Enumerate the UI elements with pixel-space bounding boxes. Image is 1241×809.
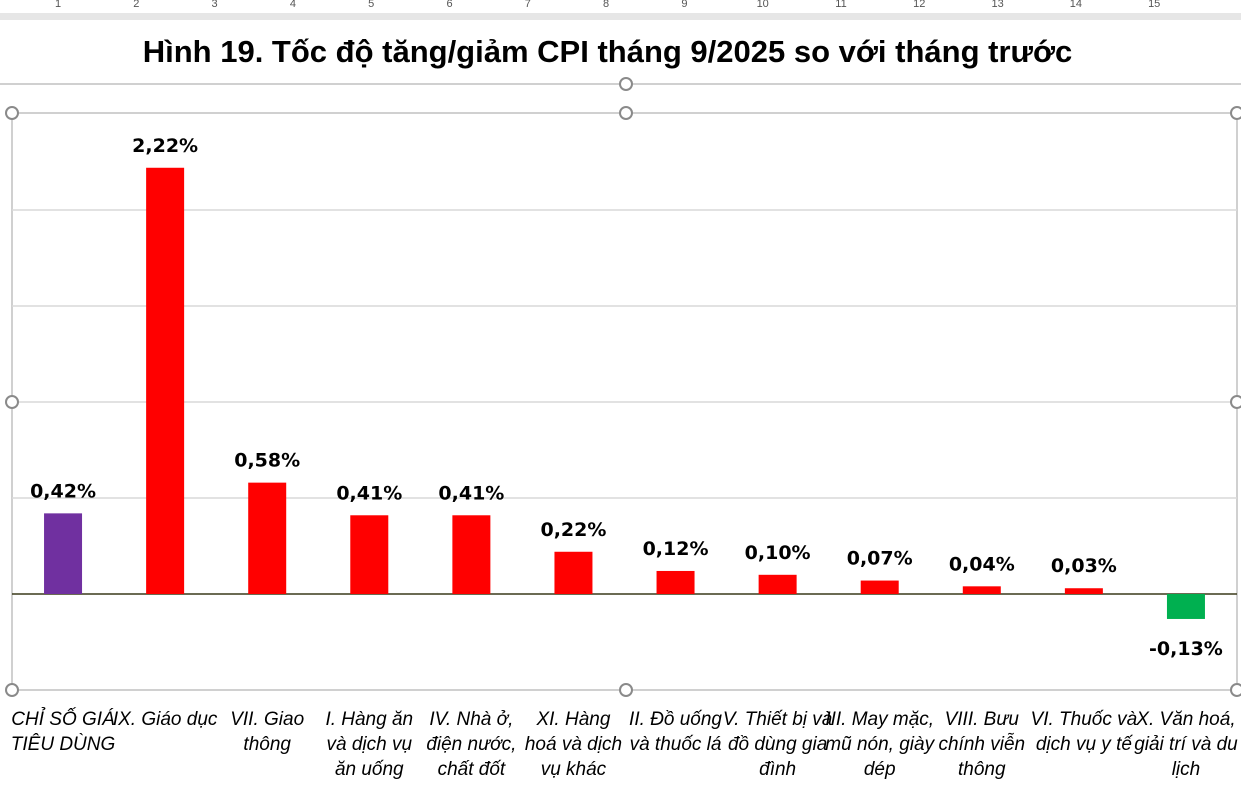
resize-handle[interactable]	[619, 106, 633, 120]
bar[interactable]	[44, 513, 83, 594]
ruler-number: 3	[211, 0, 218, 10]
resize-handle[interactable]	[5, 683, 19, 697]
resize-handle[interactable]	[1230, 106, 1241, 120]
bar[interactable]	[758, 574, 797, 594]
x-tick-label: IV. Nhà ở, điện nước, chất đốt	[426, 709, 517, 780]
resize-handle[interactable]	[1230, 683, 1241, 697]
ruler-number: 10	[756, 0, 769, 10]
data-label: 0,41%	[438, 482, 504, 504]
x-tick-label: V. Thiết bị và đồ dùng gia đình	[722, 709, 833, 780]
chart-title: Hình 19. Tốc độ tăng/giảm CPI tháng 9/20…	[142, 34, 1073, 69]
x-tick-label: CHỈ SỐ GIÁ TIÊU DÙNG	[10, 709, 116, 755]
ruler-number: 14	[1069, 0, 1083, 10]
x-tick-label: X. Văn hoá, giải trí và du lịch	[1134, 709, 1238, 780]
ruler-number: 1	[54, 0, 62, 10]
bar[interactable]	[554, 551, 593, 594]
bar[interactable]	[656, 570, 695, 594]
data-label: 0,58%	[234, 450, 300, 472]
x-tick-label: VII. Giao thông	[230, 709, 305, 755]
ruler-number: 12	[913, 0, 926, 10]
bar[interactable]	[146, 167, 185, 594]
data-label: -0,13%	[1149, 638, 1223, 660]
resize-handle[interactable]	[619, 77, 633, 91]
ruler-number: 4	[289, 0, 296, 10]
x-tick-label: XI. Hàng hoá và dịch vụ khác	[524, 709, 623, 780]
bar[interactable]	[860, 580, 899, 594]
ruler-number: 8	[603, 0, 610, 10]
bar[interactable]	[962, 586, 1001, 594]
data-label: 0,42%	[30, 480, 96, 502]
bar[interactable]	[1064, 588, 1103, 594]
ruler-number: 5	[368, 0, 375, 10]
ruler-number: 7	[524, 0, 531, 10]
data-label: 0,04%	[949, 553, 1015, 575]
x-tick-label: I. Hàng ăn và dịch vụ ăn uống	[325, 709, 414, 780]
x-tick-label: IX. Giáo dục	[112, 709, 218, 730]
ruler-number: 13	[991, 0, 1004, 10]
resize-handle[interactable]	[619, 683, 633, 697]
data-label: 0,12%	[643, 538, 709, 560]
data-label: 0,03%	[1051, 555, 1117, 577]
data-label: 0,41%	[336, 482, 402, 504]
bar[interactable]	[350, 515, 389, 594]
data-label: 0,22%	[540, 519, 606, 541]
bar[interactable]	[1166, 594, 1205, 619]
ruler-number: 15	[1148, 0, 1161, 10]
data-label: 2,22%	[132, 135, 198, 157]
ruler-number: 2	[133, 0, 140, 10]
data-label: 0,07%	[847, 548, 913, 570]
ruler-number: 9	[681, 0, 688, 10]
ruler-number: 6	[446, 0, 453, 10]
data-label: 0,10%	[745, 542, 811, 564]
bar[interactable]	[452, 515, 491, 594]
x-tick-label: III. May mặc, mũ nón, giày dép	[825, 709, 935, 780]
x-tick-label: II. Đồ uống và thuốc lá	[629, 709, 722, 755]
bar[interactable]	[248, 482, 287, 594]
x-tick-label: VIII. Bưu chính viễn thông	[938, 709, 1026, 780]
ruler-margin	[0, 13, 1241, 20]
resize-handle[interactable]	[5, 395, 19, 409]
x-tick-label: VI. Thuốc và dịch vụ y tế	[1030, 709, 1138, 755]
ruler-number: 11	[835, 0, 847, 10]
resize-handle[interactable]	[5, 106, 19, 120]
resize-handle[interactable]	[1230, 395, 1241, 409]
